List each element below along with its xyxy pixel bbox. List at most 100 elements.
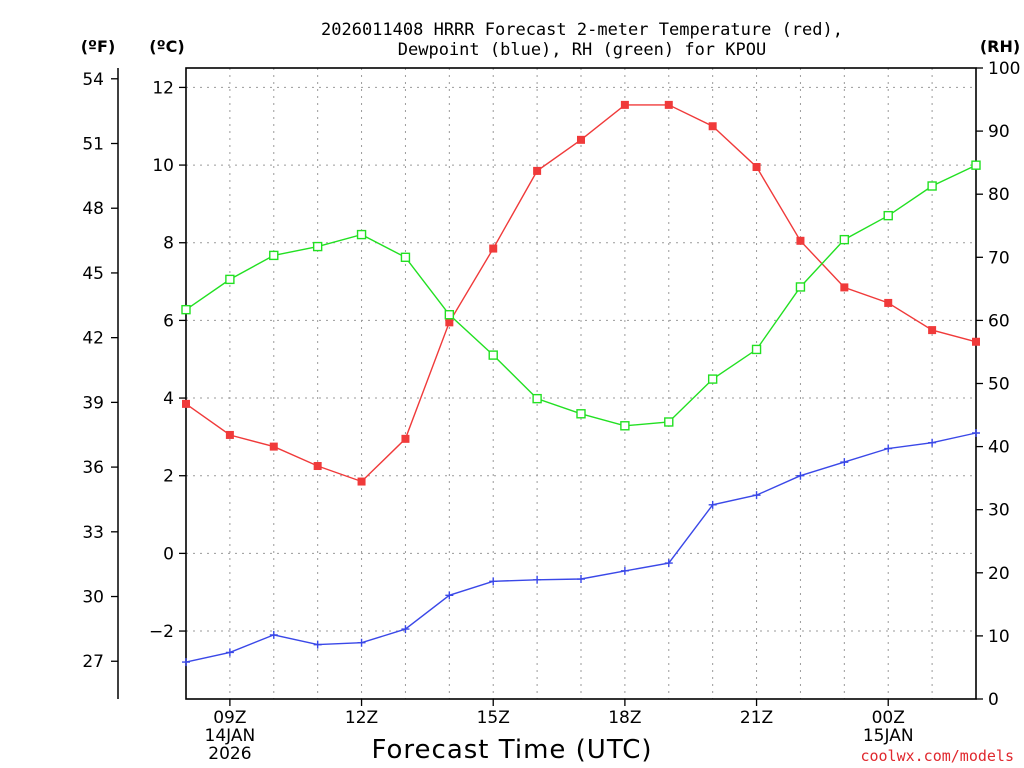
temperature-point bbox=[401, 434, 410, 443]
temperature-point bbox=[489, 244, 498, 253]
rh-point bbox=[488, 350, 498, 360]
rh-point bbox=[225, 274, 235, 285]
fahrenheit-tick-label: 36 bbox=[82, 458, 104, 478]
credit-text: coolwx.com/models bbox=[860, 747, 1014, 765]
x-tick-label: 18Z bbox=[608, 708, 641, 728]
dewpoint-point bbox=[313, 640, 322, 649]
rh-line bbox=[185, 164, 977, 427]
dewpoint-point bbox=[928, 438, 937, 447]
dewpoint-point bbox=[401, 625, 410, 634]
dewpoint-point bbox=[620, 566, 629, 575]
rh-point bbox=[312, 241, 323, 252]
x-tick-label: 00Z bbox=[872, 708, 905, 728]
dewpoint-point bbox=[225, 648, 234, 657]
chart-title-line2: Dewpoint (blue), RH (green) for KPOU bbox=[398, 40, 766, 60]
fahrenheit-tick-label: 27 bbox=[82, 652, 104, 672]
rh-tick-label: 30 bbox=[988, 501, 1010, 521]
temperature-point bbox=[796, 236, 805, 245]
fahrenheit-tick-label: 30 bbox=[82, 588, 104, 608]
rh-point bbox=[400, 252, 411, 263]
x-tick-label: 21Z bbox=[740, 708, 773, 728]
fahrenheit-unit-label: (ºF) bbox=[81, 37, 116, 56]
dewpoint-point bbox=[796, 471, 805, 480]
dewpoint-point bbox=[972, 429, 980, 438]
temperature-point bbox=[313, 462, 322, 471]
dewpoint-point bbox=[664, 559, 673, 568]
rh-point bbox=[181, 304, 191, 315]
dewpoint-point bbox=[752, 491, 761, 500]
temperature-point bbox=[357, 477, 366, 486]
dewpoint-point bbox=[577, 575, 585, 584]
rh-tick-label: 100 bbox=[988, 59, 1020, 79]
fahrenheit-tick-label: 39 bbox=[82, 393, 104, 413]
fahrenheit-tick-label: 54 bbox=[82, 70, 104, 90]
temperature-point bbox=[928, 326, 937, 335]
dewpoint-point bbox=[708, 500, 717, 509]
rh-tick-label: 80 bbox=[988, 185, 1010, 205]
rh-tick-label: 40 bbox=[988, 438, 1010, 458]
celsius-tick-label: 8 bbox=[163, 234, 174, 254]
chart-title-line1: 2026011408 HRRR Forecast 2-meter Tempera… bbox=[321, 20, 843, 40]
fahrenheit-tick-label: 33 bbox=[82, 523, 104, 543]
rh-point bbox=[576, 409, 586, 419]
rh-point bbox=[883, 210, 893, 221]
chart-title: 2026011408 HRRR Forecast 2-meter Tempera… bbox=[321, 20, 843, 60]
celsius-tick-label: 2 bbox=[163, 467, 174, 487]
temperature-point bbox=[840, 283, 849, 292]
temperature-point bbox=[445, 318, 454, 327]
rh-tick-label: 60 bbox=[988, 311, 1010, 331]
x-tick-date: 15JAN bbox=[863, 726, 914, 746]
rh-point bbox=[707, 374, 718, 384]
rh-point bbox=[356, 229, 367, 240]
celsius-tick-label: 10 bbox=[152, 156, 174, 176]
celsius-tick-label: −2 bbox=[149, 622, 174, 642]
fahrenheit-tick-label: 51 bbox=[82, 135, 104, 155]
rh-unit-label: (RH) bbox=[980, 37, 1020, 56]
dewpoint-point bbox=[840, 458, 849, 467]
x-tick-date: 14JAN bbox=[205, 726, 256, 746]
celsius-tick-label: 0 bbox=[163, 544, 174, 564]
rh-point bbox=[444, 310, 455, 320]
series-layer bbox=[181, 100, 981, 667]
rh-point bbox=[532, 393, 542, 404]
rh-tick-label: 70 bbox=[988, 248, 1010, 268]
dewpoint-point bbox=[357, 638, 366, 647]
temperature-point bbox=[533, 166, 542, 175]
dewpoint-point bbox=[445, 591, 454, 600]
rh-point bbox=[664, 417, 674, 427]
fahrenheit-tick-label: 45 bbox=[82, 264, 104, 284]
temperature-point bbox=[752, 163, 761, 172]
temperature-point bbox=[708, 122, 717, 131]
rh-point bbox=[795, 282, 806, 292]
temperature-point bbox=[225, 430, 234, 439]
x-tick-label: 09Z bbox=[213, 708, 246, 728]
x-axis-title: Forecast Time (UTC) bbox=[371, 735, 652, 765]
rh-point bbox=[751, 344, 762, 355]
celsius-unit-label: (ºC) bbox=[149, 37, 184, 56]
rh-point bbox=[927, 181, 937, 191]
fahrenheit-tick-label: 42 bbox=[82, 329, 104, 349]
dewpoint-point bbox=[533, 575, 542, 584]
temperature-point bbox=[182, 399, 190, 408]
rh-series bbox=[181, 160, 981, 431]
dewpoint-point bbox=[884, 444, 893, 453]
x-tick-label: 12Z bbox=[345, 708, 378, 728]
celsius-tick-label: 4 bbox=[163, 389, 174, 409]
temperature-point bbox=[577, 135, 585, 144]
temperature-series bbox=[182, 100, 980, 486]
temperature-point bbox=[664, 100, 673, 109]
x-tick-label: 15Z bbox=[477, 708, 510, 728]
rh-tick-label: 0 bbox=[988, 690, 999, 710]
celsius-tick-label: 12 bbox=[152, 78, 174, 98]
dewpoint-point bbox=[489, 577, 498, 586]
rh-tick-label: 10 bbox=[988, 627, 1010, 647]
dewpoint-series bbox=[182, 429, 980, 667]
rh-point bbox=[269, 250, 279, 261]
dewpoint-point bbox=[269, 630, 278, 639]
rh-tick-label: 50 bbox=[988, 375, 1010, 395]
temperature-point bbox=[269, 442, 278, 451]
rh-tick-label: 90 bbox=[988, 122, 1010, 142]
temperature-point bbox=[620, 100, 629, 109]
temperature-point bbox=[972, 337, 980, 346]
